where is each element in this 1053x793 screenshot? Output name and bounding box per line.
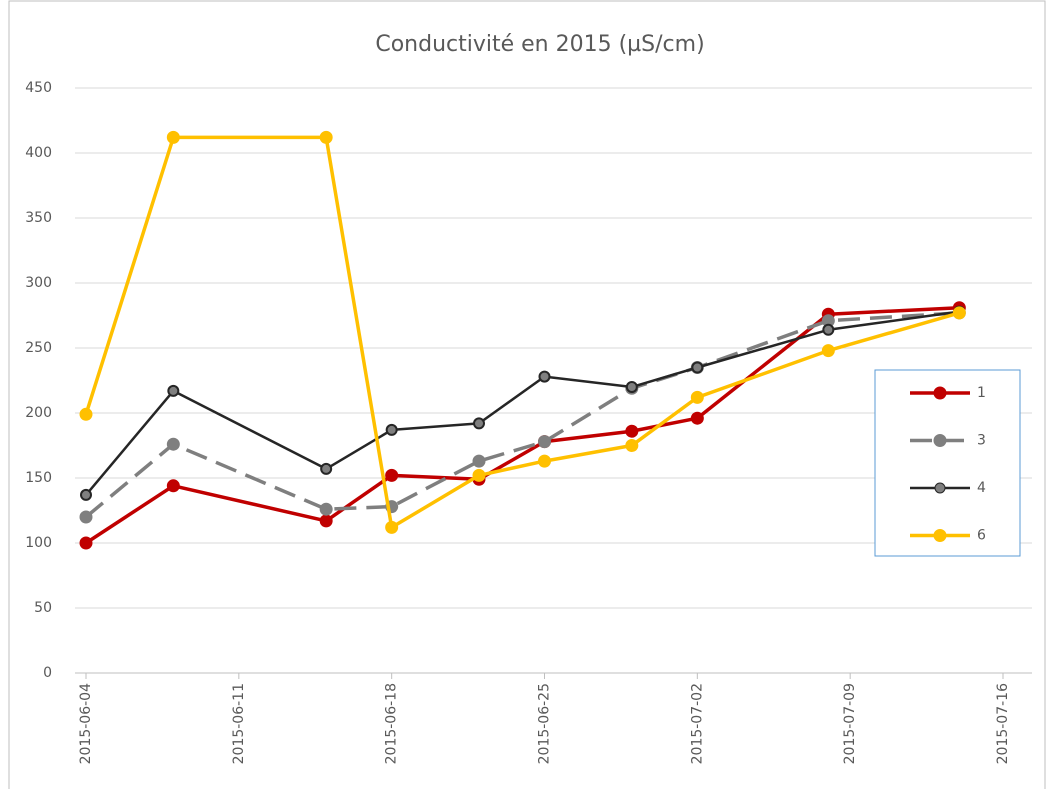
point	[538, 454, 551, 468]
legend-marker	[933, 529, 947, 542]
legend-label: 3	[977, 433, 986, 449]
legend-label: 1	[977, 385, 986, 401]
point	[691, 361, 704, 374]
point	[385, 423, 398, 436]
point	[625, 439, 639, 452]
point	[625, 424, 639, 438]
series-line	[85, 305, 960, 545]
point	[320, 462, 333, 475]
x-tick-label: 2015-06-18	[384, 683, 400, 764]
point	[80, 488, 92, 501]
x-tick-label: 2015-07-16	[995, 683, 1011, 764]
x-tick-label: 2015-07-02	[689, 683, 705, 764]
y-tick-label: 200	[25, 405, 52, 421]
point	[385, 468, 399, 482]
y-tick-label: 450	[25, 80, 52, 96]
point	[79, 407, 93, 421]
point	[822, 323, 835, 336]
x-tick-label: 2015-06-11	[231, 683, 247, 764]
legend-marker	[933, 434, 947, 447]
point	[473, 417, 485, 430]
series-line	[84, 135, 960, 530]
point	[166, 437, 180, 451]
x-tick-label: 2015-06-04	[78, 683, 94, 764]
y-tick-label: 150	[25, 470, 52, 486]
y-tick-label: 0	[43, 665, 52, 681]
series-line	[85, 310, 960, 496]
point	[472, 468, 486, 482]
y-tick-label: 350	[25, 210, 52, 226]
point	[690, 411, 704, 425]
chart-title: Conductivité en 2015 (µS/cm)	[375, 32, 704, 57]
point	[625, 381, 638, 393]
y-tick-label: 50	[34, 600, 52, 616]
point	[79, 536, 93, 550]
point	[167, 384, 180, 397]
legend-label: 4	[977, 480, 986, 496]
legend-label: 6	[977, 528, 986, 544]
y-tick-label: 100	[25, 535, 52, 551]
point	[166, 130, 180, 144]
point	[538, 435, 551, 449]
legend-box	[874, 369, 1021, 557]
point	[690, 390, 704, 404]
x-tick-label: 2015-07-09	[842, 683, 858, 764]
chart-frame	[8, 0, 1046, 793]
y-tick-label: 300	[25, 275, 52, 291]
y-tick-label: 250	[25, 340, 52, 356]
point	[166, 479, 180, 493]
point	[952, 306, 966, 320]
legend-marker	[934, 482, 946, 494]
series-line	[84, 311, 960, 519]
x-tick-label: 2015-06-25	[537, 683, 553, 764]
point	[319, 502, 333, 516]
legend-marker	[933, 386, 947, 400]
point	[472, 454, 486, 468]
point	[319, 514, 333, 528]
point	[79, 510, 93, 524]
point	[319, 130, 333, 144]
point	[821, 344, 835, 358]
y-tick-label: 400	[25, 145, 52, 161]
point	[538, 370, 551, 383]
point	[385, 520, 399, 534]
